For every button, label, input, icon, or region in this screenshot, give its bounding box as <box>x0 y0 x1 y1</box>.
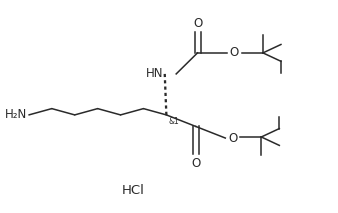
Text: O: O <box>192 157 201 170</box>
Text: H₂N: H₂N <box>5 108 27 121</box>
Text: O: O <box>230 46 239 59</box>
Text: HCl: HCl <box>122 184 145 197</box>
Text: HN: HN <box>146 68 163 81</box>
Text: O: O <box>228 132 237 145</box>
Text: O: O <box>193 17 202 30</box>
Text: &1: &1 <box>169 117 180 126</box>
